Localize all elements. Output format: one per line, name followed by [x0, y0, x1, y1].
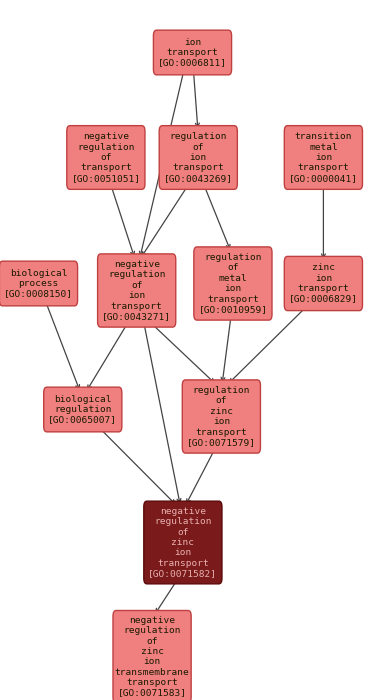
FancyBboxPatch shape [153, 30, 232, 75]
Text: regulation
of
zinc
ion
transport
[GO:0071579]: regulation of zinc ion transport [GO:007… [187, 386, 256, 447]
Text: transition
metal
ion
transport
[GO:0000041]: transition metal ion transport [GO:00000… [289, 132, 358, 183]
FancyBboxPatch shape [182, 380, 261, 453]
Text: biological
process
[GO:0008150]: biological process [GO:0008150] [4, 269, 73, 298]
FancyBboxPatch shape [159, 126, 238, 189]
Text: negative
regulation
of
zinc
ion
transmembrane
transport
[GO:0071583]: negative regulation of zinc ion transmem… [115, 616, 189, 697]
Text: ion
transport
[GO:0006811]: ion transport [GO:0006811] [158, 38, 227, 67]
FancyBboxPatch shape [97, 254, 176, 327]
Text: negative
regulation
of
transport
[GO:0051051]: negative regulation of transport [GO:005… [71, 132, 141, 183]
Text: regulation
of
ion
transport
[GO:0043269]: regulation of ion transport [GO:0043269] [164, 132, 233, 183]
Text: negative
regulation
of
zinc
ion
transport
[GO:0071582]: negative regulation of zinc ion transpor… [148, 507, 218, 578]
FancyBboxPatch shape [67, 126, 145, 189]
FancyBboxPatch shape [44, 387, 122, 432]
Text: negative
regulation
of
ion
transport
[GO:0043271]: negative regulation of ion transport [GO… [102, 260, 171, 321]
Text: zinc
ion
transport
[GO:0006829]: zinc ion transport [GO:0006829] [289, 263, 358, 304]
Text: regulation
of
metal
ion
transport
[GO:0010959]: regulation of metal ion transport [GO:00… [198, 253, 268, 314]
Text: biological
regulation
[GO:0065007]: biological regulation [GO:0065007] [48, 395, 117, 424]
FancyBboxPatch shape [113, 610, 191, 700]
FancyBboxPatch shape [194, 247, 272, 320]
FancyBboxPatch shape [144, 501, 222, 584]
FancyBboxPatch shape [0, 261, 78, 306]
FancyBboxPatch shape [284, 126, 363, 189]
FancyBboxPatch shape [284, 256, 363, 311]
